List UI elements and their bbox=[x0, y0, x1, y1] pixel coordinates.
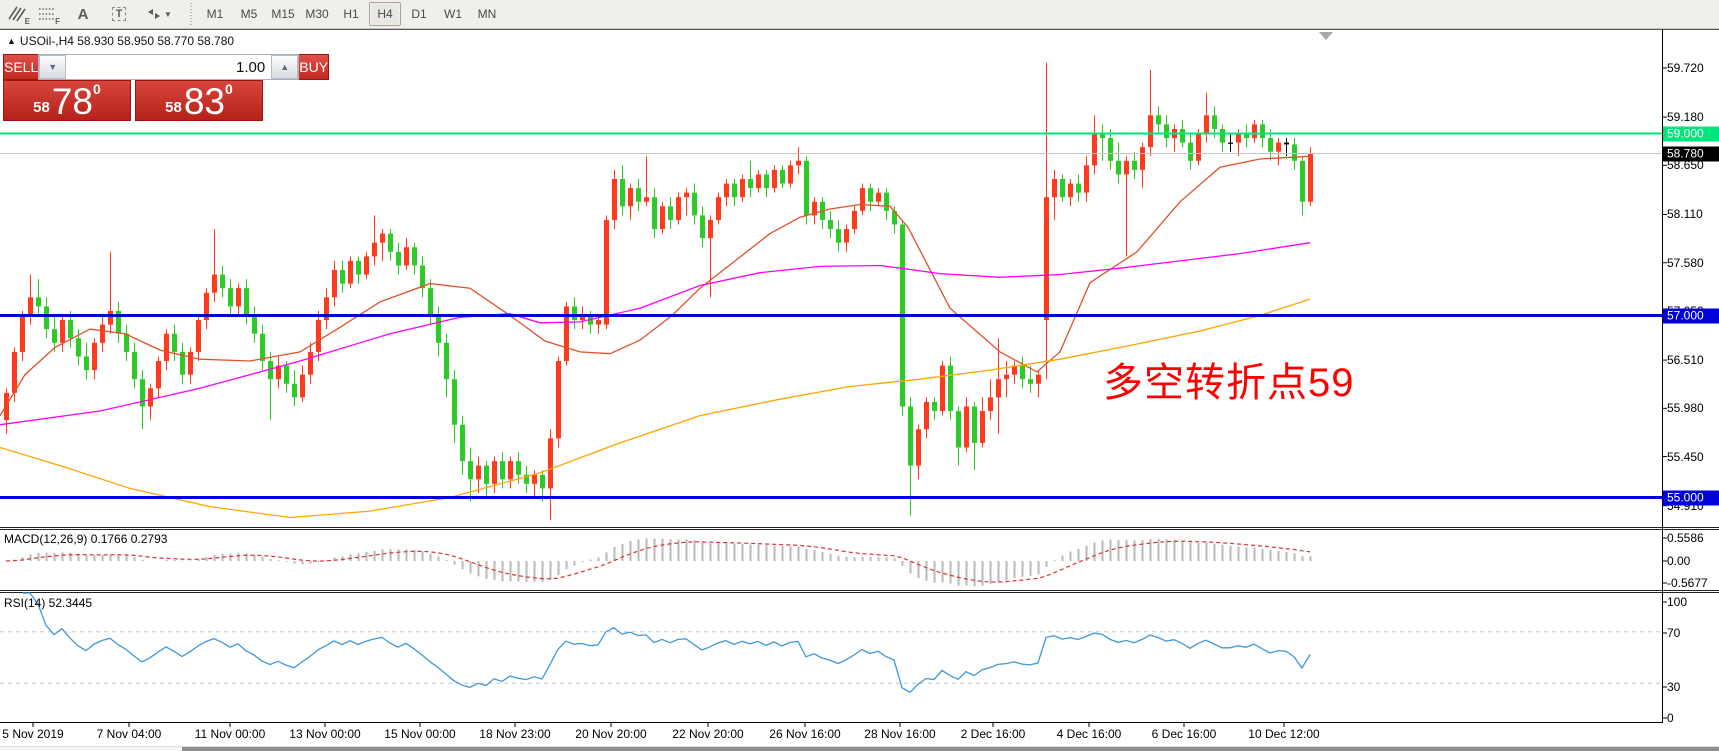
timeframe-button-h1[interactable]: H1 bbox=[343, 7, 359, 21]
timeframe-button-mn[interactable]: MN bbox=[477, 7, 497, 21]
buy-price-display[interactable]: 58 83 0 bbox=[135, 80, 263, 121]
hatch-draw-icon[interactable]: E bbox=[4, 3, 30, 26]
volume-input[interactable] bbox=[66, 55, 272, 79]
symbol-collapse-icon[interactable]: ▲ bbox=[7, 36, 16, 46]
timeframe-group: M1 M5 M15 M30 H1 H4 D1 W1 MN bbox=[198, 2, 504, 26]
volume-decrease-button[interactable]: ▼ bbox=[39, 55, 67, 79]
buy-button[interactable]: BUY bbox=[299, 54, 330, 80]
symbol-ohlc-text: USOil-,H4 58.930 58.950 58.770 58.780 bbox=[19, 34, 235, 48]
scrollbar-thumb[interactable] bbox=[182, 747, 1719, 751]
shapes-icon[interactable]: ▼ bbox=[142, 3, 176, 25]
timeframe-button-m15[interactable]: M15 bbox=[271, 7, 295, 21]
toolbar: E F A T ▼ M1 M5 M15 M30 H1 H4 D1 W1 MN bbox=[0, 0, 1719, 29]
horizontal-scrollbar[interactable] bbox=[0, 746, 1719, 751]
chart-shift-marker-icon bbox=[1319, 32, 1333, 40]
volume-stepper: ▼ ▲ bbox=[38, 54, 300, 80]
chevron-down-icon: ▼ bbox=[164, 9, 172, 19]
sell-price-point: 0 bbox=[93, 81, 101, 97]
symbol-info: ▲ USOil-,H4 58.930 58.950 58.770 58.780 bbox=[7, 34, 234, 48]
sell-price-integer: 58 bbox=[33, 99, 50, 116]
rsi-label: RSI(14) 52.3445 bbox=[4, 596, 93, 610]
volume-increase-button[interactable]: ▲ bbox=[271, 55, 299, 79]
timeframe-button-h4[interactable]: H4 bbox=[369, 2, 401, 26]
sell-price-pips: 78 bbox=[51, 81, 94, 123]
timeframe-button-w1[interactable]: W1 bbox=[444, 7, 462, 21]
annotation-text: 多空转折点59 bbox=[1103, 361, 1355, 405]
timeframe-button-m5[interactable]: M5 bbox=[240, 7, 258, 21]
macd-label: MACD(12,26,9) 0.1766 0.2793 bbox=[4, 532, 168, 546]
timeframe-button-m30[interactable]: M30 bbox=[305, 7, 329, 21]
sell-price-display[interactable]: 58 78 0 bbox=[3, 80, 131, 121]
buy-price-point: 0 bbox=[225, 81, 233, 97]
sell-button[interactable]: SELL bbox=[3, 54, 39, 80]
toolbar-separator bbox=[190, 3, 192, 25]
dot-grid-icon[interactable]: F bbox=[39, 8, 60, 26]
buy-price-integer: 58 bbox=[165, 99, 182, 116]
text-box-icon[interactable]: T bbox=[106, 3, 132, 25]
timeframe-button-d1[interactable]: D1 bbox=[411, 7, 427, 21]
timeframe-button-m1[interactable]: M1 bbox=[206, 7, 224, 21]
text-label-icon[interactable]: A bbox=[77, 5, 89, 23]
buy-price-pips: 83 bbox=[183, 81, 226, 123]
